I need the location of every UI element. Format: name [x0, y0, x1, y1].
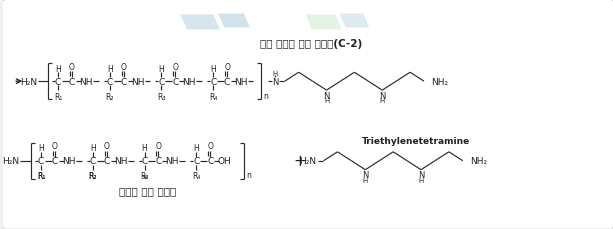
Text: R₃: R₃ [157, 92, 166, 101]
Text: O: O [52, 142, 58, 151]
Text: O: O [69, 63, 75, 71]
Text: C: C [193, 157, 199, 166]
Text: O: O [121, 63, 126, 71]
Text: NH: NH [234, 77, 248, 86]
Text: OH: OH [217, 157, 231, 166]
Text: ₃₄: ₃₄ [142, 172, 148, 180]
Text: H: H [210, 65, 216, 74]
Text: 변성 단백질 가수 분해물(C-2): 변성 단백질 가수 분해물(C-2) [261, 39, 363, 49]
Text: N: N [379, 91, 386, 100]
Text: C: C [207, 157, 213, 166]
Text: N: N [323, 91, 330, 100]
Text: N: N [418, 170, 424, 179]
Text: O: O [156, 142, 161, 151]
Text: C: C [107, 77, 113, 86]
Text: n: n [246, 170, 251, 179]
Text: C: C [104, 157, 110, 166]
Text: R₃: R₃ [140, 172, 149, 180]
Text: C: C [69, 77, 75, 86]
Text: H: H [379, 98, 385, 104]
Text: Triethylenetetramine: Triethylenetetramine [362, 137, 470, 146]
Text: H: H [159, 65, 164, 74]
Text: R₄: R₄ [192, 172, 200, 180]
Text: NH₂: NH₂ [432, 77, 449, 86]
Text: +: + [293, 154, 306, 169]
Text: H: H [38, 144, 44, 153]
Text: 단백질 가수 분해물: 단백질 가수 분해물 [119, 186, 176, 196]
Polygon shape [180, 16, 220, 30]
Text: NH: NH [79, 77, 93, 86]
Text: NH: NH [166, 157, 179, 166]
Text: H: H [363, 177, 368, 183]
Text: O: O [104, 142, 110, 151]
Text: O: O [224, 63, 230, 71]
Text: N: N [362, 170, 368, 179]
Text: C: C [155, 157, 162, 166]
Text: R₂: R₂ [88, 172, 97, 180]
Text: O: O [207, 142, 213, 151]
Text: R₁: R₁ [54, 92, 62, 101]
Text: H: H [419, 177, 424, 183]
Text: N: N [272, 77, 278, 86]
Text: C: C [224, 77, 230, 86]
Polygon shape [306, 16, 341, 30]
Text: H: H [193, 144, 199, 153]
Text: NH: NH [62, 157, 75, 166]
Text: C: C [142, 157, 148, 166]
Text: C: C [158, 77, 164, 86]
Text: H₂N: H₂N [20, 77, 37, 86]
Text: NH: NH [114, 157, 128, 166]
Text: H₂N: H₂N [300, 157, 316, 166]
Text: O: O [172, 63, 178, 71]
Text: R₄: R₄ [209, 92, 218, 101]
Text: H: H [324, 98, 329, 104]
Text: C: C [55, 77, 61, 86]
Text: NH: NH [131, 77, 144, 86]
Text: H: H [55, 65, 61, 74]
Text: R₁: R₁ [37, 172, 45, 180]
Text: H: H [142, 144, 147, 153]
Text: C: C [38, 157, 44, 166]
Text: H: H [107, 65, 113, 74]
Polygon shape [340, 14, 369, 28]
Text: C: C [172, 77, 178, 86]
Text: C: C [210, 77, 216, 86]
Text: H₂N: H₂N [2, 157, 19, 166]
Text: NH: NH [183, 77, 196, 86]
Text: NH₂: NH₂ [470, 157, 487, 166]
Text: n: n [264, 91, 268, 100]
Text: R₂: R₂ [88, 172, 97, 180]
Text: C: C [89, 157, 96, 166]
Text: H: H [272, 71, 278, 77]
Text: C: C [121, 77, 127, 86]
Polygon shape [218, 14, 250, 28]
Text: R₂: R₂ [105, 92, 114, 101]
Text: R₁: R₁ [37, 172, 45, 180]
Text: C: C [52, 157, 58, 166]
Text: H: H [90, 144, 96, 153]
